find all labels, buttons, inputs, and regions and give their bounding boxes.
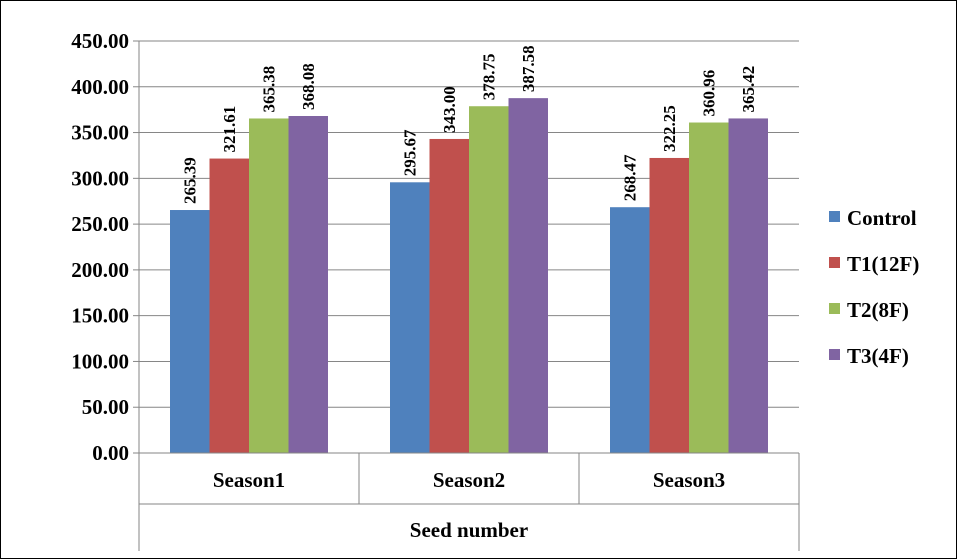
legend-swatch [829,211,840,222]
y-tick-label: 100.00 [71,349,129,373]
y-tick-label: 150.00 [71,304,129,328]
data-label: 360.96 [700,70,719,117]
category-label: Season2 [433,468,505,492]
y-tick-label: 400.00 [71,75,129,99]
legend-swatch [829,257,840,268]
legend-label: T2(8F) [847,298,909,322]
category-label: Season1 [213,468,285,492]
x-axis-group-title: Seed number [410,518,528,542]
category-label: Season3 [653,468,725,492]
data-label: 368.08 [299,63,318,110]
data-label: 387.58 [519,45,538,92]
legend-swatch [829,349,840,360]
y-tick-label: 0.00 [92,441,129,465]
bar-control-season1 [170,210,210,453]
data-label: 321.61 [220,106,239,153]
bar-t3-4f--season3 [728,118,768,454]
legend: Control T1(12F) T2(8F) T3(4F) [829,206,919,368]
data-label: 378.75 [480,53,499,100]
y-tick-label: 300.00 [71,166,129,190]
bar-t3-4f--season2 [508,98,548,453]
y-tick-label: 50.00 [82,395,129,419]
legend-label: Control [847,206,917,230]
bar-control-season3 [610,207,650,453]
legend-label: T1(12F) [847,252,919,276]
bar-t1-12f--season1 [209,158,249,454]
bar-t2-8f--season1 [249,118,289,454]
category-labels: Season1 Season2 Season3 [213,468,725,492]
data-label: 295.67 [401,129,420,176]
data-label: 268.47 [621,154,640,201]
bar-t3-4f--season1 [288,116,328,453]
bar-control-season2 [390,182,430,454]
axes [138,41,800,551]
y-tick-label: 200.00 [71,258,129,282]
data-labels: 265.39 321.61 365.38 368.08 295.67 343.00 378.… [181,45,759,204]
data-label: 343.00 [440,86,459,133]
bar-t1-12f--season2 [429,138,469,453]
bar-t2-8f--season2 [469,106,509,453]
y-tick-label: 250.00 [71,212,129,236]
y-tick-labels: 0.00 50.00 100.00 150.00 200.00 250.00 300.00 3… [71,29,129,465]
data-label: 322.25 [660,105,679,152]
bar-t2-8f--season3 [689,122,729,454]
bar-t1-12f--season3 [649,157,689,453]
data-label: 265.39 [181,157,200,204]
data-label: 365.38 [260,66,279,113]
bars [170,98,768,454]
y-tick-label: 350.00 [71,121,129,145]
legend-label: T3(4F) [847,344,909,368]
y-tick-label: 450.00 [71,29,129,53]
legend-swatch [829,303,840,314]
data-label: 365.42 [739,66,758,113]
